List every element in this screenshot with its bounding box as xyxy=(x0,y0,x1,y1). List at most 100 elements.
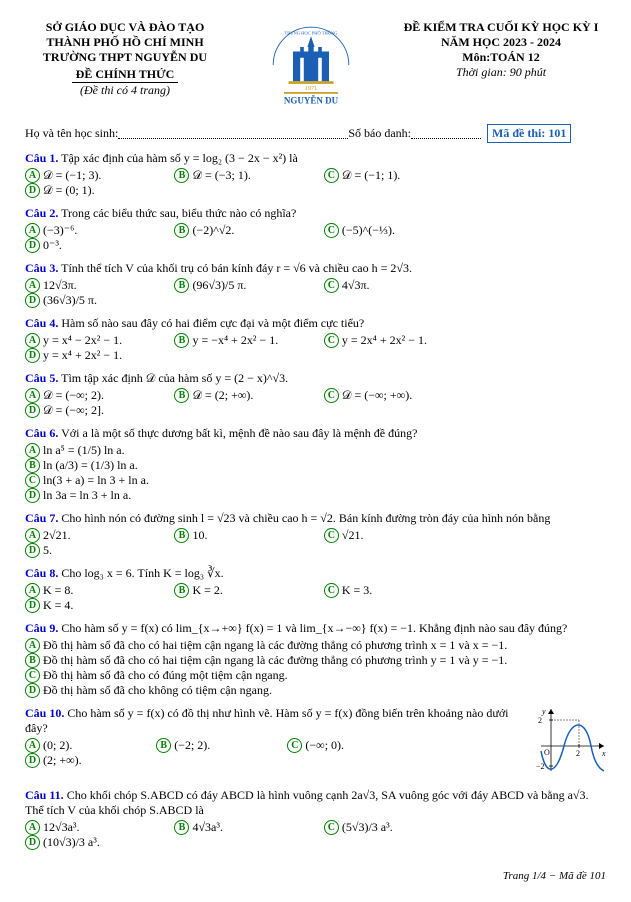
option[interactable]: B(−2; 2). xyxy=(156,738,277,753)
option[interactable]: B𝒟 = (2; +∞). xyxy=(174,388,313,403)
option[interactable]: A(0; 2). xyxy=(25,738,146,753)
option-letter-icon: D xyxy=(25,753,40,768)
option[interactable]: By = −x⁴ + 2x² − 1. xyxy=(174,333,313,348)
option-letter-icon: C xyxy=(324,168,339,183)
option-letter-icon: A xyxy=(25,638,40,653)
question-stem: Câu 11. Cho khối chóp S.ABCD có đáy ABCD… xyxy=(25,788,606,818)
option[interactable]: Dln 3a = ln 3 + ln a. xyxy=(25,488,310,503)
exam-title: ĐỀ KIỂM TRA CUỐI KỲ HỌC KỲ I xyxy=(396,20,606,35)
option-letter-icon: A xyxy=(25,168,40,183)
option[interactable]: D0⁻³. xyxy=(25,238,164,253)
id-label: Số báo danh: xyxy=(348,126,411,141)
options-row: AK = 8. BK = 2. CK = 3. DK = 4. xyxy=(25,583,606,613)
option[interactable]: Bln (a/3) = (1/3) ln a. xyxy=(25,458,310,473)
option-text: (36√3)/5 π. xyxy=(43,293,97,308)
option-text: (96√3)/5 π. xyxy=(192,278,246,293)
svg-text:2: 2 xyxy=(576,749,580,758)
option[interactable]: D5. xyxy=(25,543,164,558)
option[interactable]: B4√3a³. xyxy=(174,820,313,835)
option-text: 𝒟 = (2; +∞). xyxy=(192,388,253,403)
options-row: A(−3)⁻⁶. B(−2)^√2. C(−5)^(−⅓). D0⁻³. xyxy=(25,223,606,253)
option[interactable]: BĐồ thị hàm số đã cho có hai tiệm cận ng… xyxy=(25,653,596,668)
option-letter-icon: C xyxy=(324,333,339,348)
option[interactable]: B𝒟 = (−3; 1). xyxy=(174,168,313,183)
option[interactable]: CK = 3. xyxy=(324,583,463,598)
student-info-row: Họ và tên học sinh: Số báo danh: Mã đề t… xyxy=(25,124,606,143)
option[interactable]: Aln a⁵ = (1/5) ln a. xyxy=(25,443,310,458)
option[interactable]: B(96√3)/5 π. xyxy=(174,278,313,293)
option[interactable]: Cy = 2x⁴ + 2x² − 1. xyxy=(324,333,463,348)
option-text: K = 4. xyxy=(43,598,73,613)
option[interactable]: D(36√3)/5 π. xyxy=(25,293,164,308)
option[interactable]: C(−5)^(−⅓). xyxy=(324,223,463,238)
option-text: K = 8. xyxy=(43,583,73,598)
option[interactable]: CĐồ thị hàm số đã cho có đúng một tiệm c… xyxy=(25,668,596,683)
option-letter-icon: B xyxy=(174,820,189,835)
option[interactable]: D𝒟 = (0; 1). xyxy=(25,183,164,198)
option-letter-icon: B xyxy=(25,653,40,668)
exam-code: Mã đề thi: 101 xyxy=(487,124,571,143)
option-letter-icon: A xyxy=(25,443,40,458)
option[interactable]: Cln(3 + a) = ln 3 + ln a. xyxy=(25,473,310,488)
option[interactable]: AĐồ thị hàm số đã cho có hai tiệm cận ng… xyxy=(25,638,596,653)
options-row: Ay = x⁴ − 2x² − 1. By = −x⁴ + 2x² − 1. Cy … xyxy=(25,333,606,363)
options-row: A𝒟 = (−∞; 2). B𝒟 = (2; +∞). C𝒟 = (−∞; +∞).… xyxy=(25,388,606,418)
option[interactable]: A𝒟 = (−∞; 2). xyxy=(25,388,164,403)
option[interactable]: AK = 8. xyxy=(25,583,164,598)
option-text: 𝒟 = (−1; 3). xyxy=(43,168,101,183)
option[interactable]: A2√21. xyxy=(25,528,164,543)
header-left: SỞ GIÁO DỤC VÀ ĐÀO TẠO THÀNH PHỐ HỒ CHÍ … xyxy=(25,20,225,98)
options-row: A12√3a³. B4√3a³. C(5√3)/3 a³. D(10√3)/3 a³. xyxy=(25,820,606,850)
option[interactable]: D(10√3)/3 a³. xyxy=(25,835,164,850)
question: Câu 6. Với a là một số thực dương bất kì… xyxy=(25,426,606,503)
option-letter-icon: A xyxy=(25,583,40,598)
option-text: (10√3)/3 a³. xyxy=(43,835,100,850)
option[interactable]: DĐồ thị hàm số đã cho không có tiệm cận … xyxy=(25,683,596,698)
svg-text:y: y xyxy=(541,707,546,716)
option[interactable]: C(5√3)/3 a³. xyxy=(324,820,463,835)
svg-text:x: x xyxy=(601,749,606,758)
option[interactable]: A12√3a³. xyxy=(25,820,164,835)
page-header: SỞ GIÁO DỤC VÀ ĐÀO TẠO THÀNH PHỐ HỒ CHÍ … xyxy=(25,20,606,114)
question: Câu 3. Tính thể tích V của khối trụ có b… xyxy=(25,261,606,308)
option[interactable]: B(−2)^√2. xyxy=(174,223,313,238)
question-stem: Câu 10. Cho hàm số y = f(x) có đồ thị nh… xyxy=(25,706,606,736)
option[interactable]: B10. xyxy=(174,528,313,543)
option-text: 𝒟 = (0; 1). xyxy=(43,183,95,198)
option-letter-icon: D xyxy=(25,683,40,698)
option[interactable]: D(2; +∞). xyxy=(25,753,146,768)
school-line: TRƯỜNG THPT NGUYỄN DU xyxy=(25,50,225,65)
name-field[interactable] xyxy=(118,128,348,139)
option[interactable]: A𝒟 = (−1; 3). xyxy=(25,168,164,183)
question-stem: Câu 5. Tìm tập xác định 𝒟 của hàm số y =… xyxy=(25,371,606,386)
option[interactable]: C√21. xyxy=(324,528,463,543)
option-text: K = 3. xyxy=(342,583,372,598)
function-graph: x y O 2 −2 2 xyxy=(536,706,606,780)
option[interactable]: Ay = x⁴ − 2x² − 1. xyxy=(25,333,164,348)
logo-bottom-text: NGUYỄN DU xyxy=(283,96,338,106)
option-text: ln (a/3) = (1/3) ln a. xyxy=(43,458,138,473)
school-year: NĂM HỌC 2023 - 2024 xyxy=(396,35,606,50)
option[interactable]: C4√3π. xyxy=(324,278,463,293)
option[interactable]: C𝒟 = (−1; 1). xyxy=(324,168,463,183)
id-field[interactable] xyxy=(411,128,481,139)
questions-list: Câu 1. Tập xác định của hàm số y = log₂ … xyxy=(25,151,606,850)
option[interactable]: DK = 4. xyxy=(25,598,164,613)
option-letter-icon: A xyxy=(25,223,40,238)
option-letter-icon: D xyxy=(25,835,40,850)
option-letter-icon: D xyxy=(25,348,40,363)
option[interactable]: BK = 2. xyxy=(174,583,313,598)
option-text: 0⁻³. xyxy=(43,238,62,253)
option[interactable]: D𝒟 = (−∞; 2]. xyxy=(25,403,164,418)
option-text: (−∞; 0). xyxy=(305,738,344,753)
option[interactable]: Dy = x⁴ + 2x² − 1. xyxy=(25,348,164,363)
option[interactable]: A12√3π. xyxy=(25,278,164,293)
page-footer: Trang 1/4 − Mã đề 101 xyxy=(25,870,606,882)
option-letter-icon: B xyxy=(174,388,189,403)
option[interactable]: C𝒟 = (−∞; +∞). xyxy=(324,388,463,403)
option-text: Đồ thị hàm số đã cho không có tiệm cận n… xyxy=(43,683,272,698)
option[interactable]: C(−∞; 0). xyxy=(287,738,408,753)
option-text: 12√3a³. xyxy=(43,820,80,835)
option-letter-icon: A xyxy=(25,333,40,348)
option[interactable]: A(−3)⁻⁶. xyxy=(25,223,164,238)
